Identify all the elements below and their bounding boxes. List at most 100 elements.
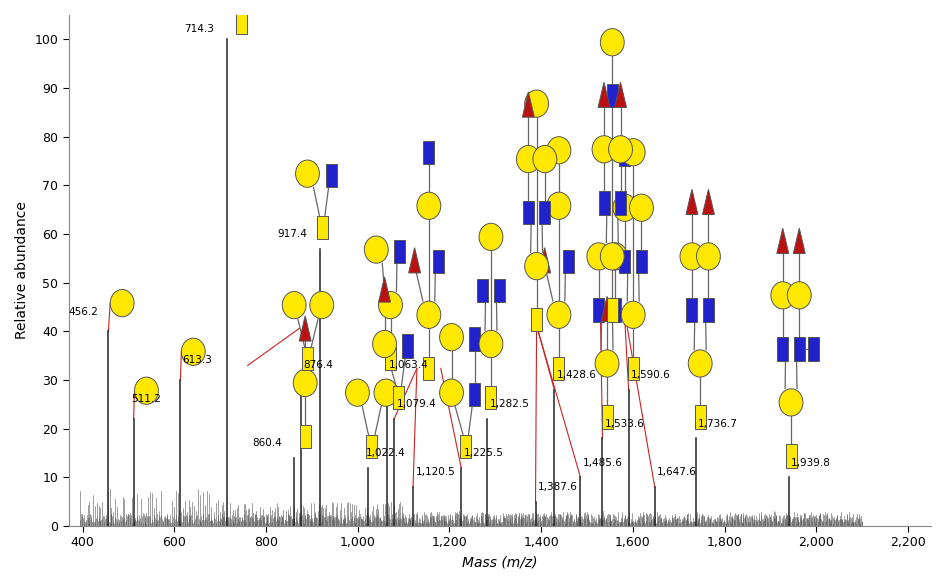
Bar: [615, 191, 626, 214]
Bar: [606, 84, 618, 107]
Ellipse shape: [613, 194, 637, 221]
Bar: [531, 308, 542, 331]
Ellipse shape: [608, 135, 633, 163]
Ellipse shape: [417, 301, 441, 328]
Text: 1,485.6: 1,485.6: [583, 458, 622, 468]
Bar: [432, 249, 444, 273]
Ellipse shape: [787, 281, 812, 309]
Bar: [606, 298, 618, 322]
Y-axis label: Relative abundance: Relative abundance: [15, 201, 29, 339]
Ellipse shape: [595, 350, 619, 377]
Text: 1,428.6: 1,428.6: [556, 370, 597, 380]
Bar: [610, 298, 621, 322]
Text: 1,590.6: 1,590.6: [631, 370, 671, 380]
X-axis label: Mass (m/z): Mass (m/z): [463, 555, 537, 569]
Ellipse shape: [689, 350, 712, 377]
Ellipse shape: [547, 192, 570, 220]
Ellipse shape: [771, 281, 795, 309]
Bar: [494, 279, 505, 302]
Text: 511.2: 511.2: [131, 394, 161, 404]
Bar: [808, 337, 818, 360]
Polygon shape: [598, 82, 610, 107]
Bar: [469, 383, 481, 406]
Polygon shape: [538, 248, 551, 273]
Bar: [687, 298, 697, 322]
Ellipse shape: [364, 236, 388, 263]
Bar: [236, 11, 247, 34]
Bar: [694, 405, 706, 429]
Bar: [620, 142, 630, 166]
Polygon shape: [601, 296, 613, 322]
Polygon shape: [686, 189, 698, 214]
Ellipse shape: [295, 160, 320, 187]
Bar: [477, 279, 488, 302]
Bar: [461, 434, 471, 458]
Ellipse shape: [601, 29, 624, 56]
Bar: [317, 215, 327, 239]
Polygon shape: [777, 228, 789, 253]
Ellipse shape: [309, 291, 334, 319]
Bar: [523, 201, 534, 224]
Text: 613.3: 613.3: [183, 356, 213, 366]
Bar: [394, 240, 405, 263]
Ellipse shape: [517, 145, 540, 173]
Text: 917.4: 917.4: [277, 229, 307, 239]
Text: 1,063.4: 1,063.4: [389, 360, 429, 370]
Ellipse shape: [547, 137, 570, 164]
Text: 1,939.8: 1,939.8: [791, 458, 831, 468]
Polygon shape: [299, 316, 311, 341]
Ellipse shape: [378, 291, 402, 319]
Text: 1,079.4: 1,079.4: [396, 399, 436, 409]
Bar: [563, 249, 573, 273]
Bar: [402, 334, 413, 357]
Bar: [469, 328, 481, 351]
Ellipse shape: [374, 379, 398, 406]
Bar: [703, 298, 714, 322]
Text: 1,282.5: 1,282.5: [490, 399, 530, 409]
Ellipse shape: [134, 377, 158, 404]
Text: 1,387.6: 1,387.6: [538, 482, 578, 492]
Bar: [325, 164, 337, 187]
Ellipse shape: [282, 291, 307, 319]
Ellipse shape: [525, 252, 549, 280]
Ellipse shape: [592, 135, 616, 163]
Ellipse shape: [440, 324, 464, 351]
Bar: [424, 141, 434, 164]
Ellipse shape: [293, 369, 317, 397]
Ellipse shape: [182, 338, 205, 366]
Text: 456.2: 456.2: [68, 307, 98, 317]
Bar: [593, 298, 604, 322]
Ellipse shape: [111, 290, 134, 317]
Polygon shape: [378, 277, 391, 302]
Text: 1,120.5: 1,120.5: [415, 467, 455, 477]
Bar: [485, 386, 497, 409]
Ellipse shape: [345, 379, 369, 406]
Text: 1,022.4: 1,022.4: [366, 448, 406, 458]
Bar: [628, 357, 639, 380]
Ellipse shape: [479, 331, 503, 357]
Bar: [424, 357, 434, 380]
Text: 714.3: 714.3: [184, 25, 214, 34]
Bar: [539, 201, 551, 224]
Ellipse shape: [373, 331, 396, 357]
Ellipse shape: [601, 243, 624, 270]
Bar: [620, 249, 630, 273]
Bar: [794, 337, 805, 360]
Ellipse shape: [622, 138, 645, 166]
Text: 1,647.6: 1,647.6: [657, 467, 697, 477]
Text: 1,225.5: 1,225.5: [464, 448, 503, 458]
Ellipse shape: [440, 379, 464, 406]
Bar: [785, 444, 797, 468]
Bar: [778, 337, 788, 360]
Ellipse shape: [533, 145, 557, 173]
Ellipse shape: [622, 301, 645, 328]
Ellipse shape: [417, 192, 441, 220]
Text: 1,736.7: 1,736.7: [698, 419, 738, 429]
Polygon shape: [794, 228, 805, 253]
Polygon shape: [409, 248, 421, 273]
Text: 860.4: 860.4: [253, 438, 282, 448]
Text: 876.4: 876.4: [304, 360, 333, 370]
Bar: [366, 434, 377, 458]
Polygon shape: [522, 92, 534, 117]
Bar: [599, 191, 609, 214]
